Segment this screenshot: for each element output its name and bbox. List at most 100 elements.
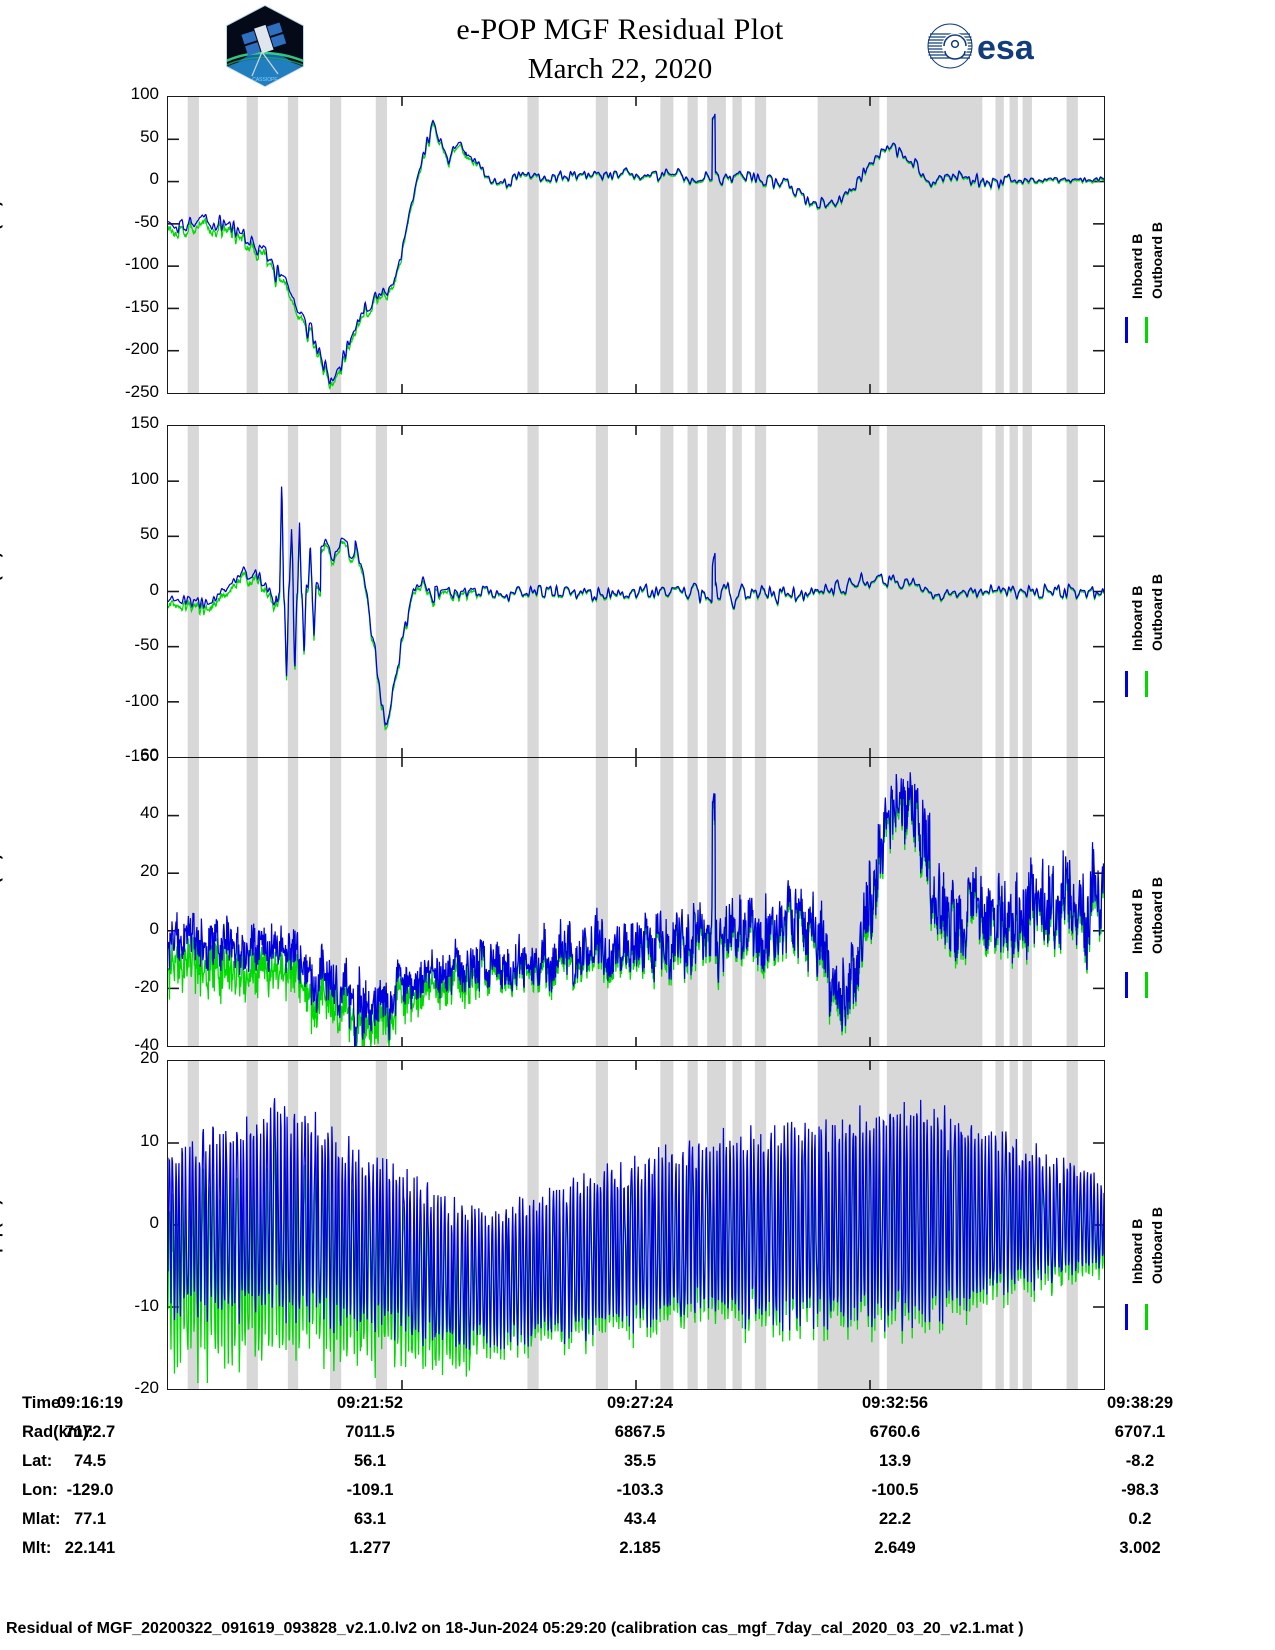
y-tick-label: 0: [149, 579, 159, 599]
trace-inboard-b: [168, 772, 1104, 1046]
y-axis-label-line2: |B| (nT): [0, 1199, 3, 1253]
legend-label-outboard: Outboard B: [1149, 877, 1165, 955]
legend-3: Inboard B Outboard B: [1111, 838, 1261, 1012]
info-cell: 09:38:29: [1106, 1394, 1174, 1412]
legend-4: Inboard B Outboard B: [1111, 1152, 1261, 1350]
legend-label-inboard: Inboard B: [1129, 888, 1145, 955]
info-cell: 0.2: [1128, 1510, 1152, 1528]
y-tick-label: 10: [140, 1130, 159, 1150]
info-cell: 09:27:24: [606, 1394, 674, 1412]
y-axis-label-4: Measured-Model|B| (nT): [0, 1106, 4, 1346]
info-cell: 77.1: [73, 1510, 107, 1528]
info-row-lat: Lat: 74.5 56.1 35.5 13.9 -8.2: [0, 1452, 1275, 1481]
y-tick-label: -10: [134, 1295, 159, 1315]
footer-provenance-text: Residual of MGF_20200322_091619_093828_v…: [6, 1620, 1024, 1637]
info-cell: 1.277: [349, 1539, 391, 1557]
info-row-label: Lon:: [22, 1481, 58, 1499]
y-tick-label: -100: [124, 254, 159, 274]
y-tick-label: -50: [134, 211, 159, 231]
y-axis-label-1: Measured-ModelB North (nT): [0, 126, 4, 366]
info-cell: 09:21:52: [336, 1394, 404, 1412]
y-axis-ticklabels-2: 150 100 50 0 -50 -100 -150: [49, 414, 159, 764]
y-tick-label: -250: [124, 382, 159, 401]
info-cell: 43.4: [623, 1510, 657, 1528]
y-tick-label: -150: [124, 296, 159, 316]
legend-swatch-inboard: [1125, 671, 1128, 698]
legend-label-inboard: Inboard B: [1129, 586, 1145, 652]
info-row-label: Lat:: [22, 1452, 53, 1470]
y-tick-label: -20: [134, 977, 159, 996]
info-cell: -109.1: [346, 1481, 394, 1499]
legend-swatch-outboard: [1145, 316, 1148, 343]
info-cell: 13.9: [878, 1452, 912, 1470]
y-tick-label: 150: [130, 413, 159, 432]
plot-canvas-1: [168, 97, 1104, 393]
info-row-time: Time: 09:16:19 09:21:52 09:27:24 09:32:56 09:…: [0, 1394, 1275, 1423]
y-tick-label: -50: [134, 635, 159, 654]
info-cell: 74.5: [73, 1452, 107, 1470]
y-tick-label: 50: [140, 126, 159, 146]
page-title: e-POP MGF Residual Plot March 22, 2020: [330, 10, 910, 88]
legend-label-inboard: Inboard B: [1129, 1219, 1145, 1285]
info-cell: 2.649: [874, 1539, 916, 1557]
info-row-label: Mlat:: [22, 1510, 61, 1528]
plot-panel-3: [167, 757, 1105, 1047]
plot-canvas-4: [168, 1061, 1104, 1389]
info-cell: 3.002: [1119, 1539, 1161, 1557]
y-tick-label: 100: [130, 468, 159, 488]
info-cell: -103.3: [616, 1481, 664, 1499]
info-cell: -98.3: [1121, 1481, 1159, 1499]
legend-swatch-outboard: [1145, 1304, 1148, 1331]
info-row-mlat: Mlat: 77.1 63.1 43.4 22.2 0.2: [0, 1510, 1275, 1539]
info-cell: 56.1: [353, 1452, 387, 1470]
info-row-label: Time:: [22, 1394, 66, 1412]
orbit-info-table: Time: 09:16:19 09:21:52 09:27:24 09:32:56 09:…: [0, 1394, 1275, 1568]
trace-inboard-b: [168, 113, 1104, 385]
y-tick-label: 0: [149, 169, 159, 189]
info-cell: -100.5: [871, 1481, 919, 1499]
info-row-radkm: Rad(km): 7172.7 7011.5 6867.5 6760.6 6707.1: [0, 1423, 1275, 1452]
y-axis-label-line2: B East (nT): [0, 551, 3, 634]
plot-panel-4: [167, 1060, 1105, 1390]
y-axis-label-2: Measured-ModelB East (nT): [0, 473, 4, 713]
y-tick-label: 20: [140, 1048, 159, 1067]
info-cell: 35.5: [623, 1452, 657, 1470]
legend-swatch-inboard: [1125, 316, 1128, 343]
legend-label-outboard: Outboard B: [1149, 1207, 1165, 1285]
info-cell: 7172.7: [64, 1423, 116, 1441]
legend-label-inboard: Inboard B: [1129, 233, 1145, 299]
info-cell: 2.185: [619, 1539, 661, 1557]
y-axis-ticklabels-1: 100 50 0 -50 -100 -150 -200 -250: [49, 85, 159, 400]
plot-canvas-2: [168, 426, 1104, 757]
y-tick-label: -40: [134, 1035, 159, 1054]
y-tick-label: 0: [149, 1213, 159, 1232]
y-tick-marks: [168, 758, 1104, 1046]
info-row-label: Rad(km):: [22, 1423, 94, 1441]
plot-panel-1: [167, 96, 1105, 394]
shaded-bands: [187, 97, 1078, 393]
page-header: CASSIOPE e-POP MGF Residual Plot March 2…: [0, 0, 1275, 92]
esa-logo-icon: esa: [925, 22, 1043, 70]
info-cell: 6707.1: [1114, 1423, 1166, 1441]
title-main-text: e-POP MGF Residual Plot: [456, 13, 784, 46]
cassiope-epop-mission-patch-icon: CASSIOPE: [222, 4, 308, 88]
info-cell: 09:32:56: [861, 1394, 929, 1412]
y-tick-label: 20: [140, 861, 159, 880]
info-row-mlt: Mlt: 22.141 1.277 2.185 2.649 3.002: [0, 1539, 1275, 1568]
legend-label-outboard: Outboard B: [1149, 221, 1165, 299]
y-tick-label: -20: [134, 1378, 159, 1397]
y-tick-label: 100: [130, 84, 159, 103]
info-cell: 6760.6: [869, 1423, 921, 1441]
legend-swatch-inboard: [1125, 971, 1128, 998]
title-date-text: March 22, 2020: [527, 53, 713, 85]
info-cell: -8.2: [1125, 1452, 1155, 1470]
trace-inboard-b: [168, 486, 1104, 728]
legend-swatch-outboard: [1145, 671, 1148, 698]
y-tick-label: 0: [149, 919, 159, 938]
y-tick-label: -100: [124, 690, 159, 710]
y-axis-label-line2: B North (nT): [0, 200, 3, 291]
info-cell: 7011.5: [345, 1423, 395, 1441]
info-row-label: Mlt:: [22, 1539, 52, 1557]
legend-label-outboard: Outboard B: [1149, 574, 1165, 652]
trace-inboard-b: [168, 1098, 1104, 1350]
